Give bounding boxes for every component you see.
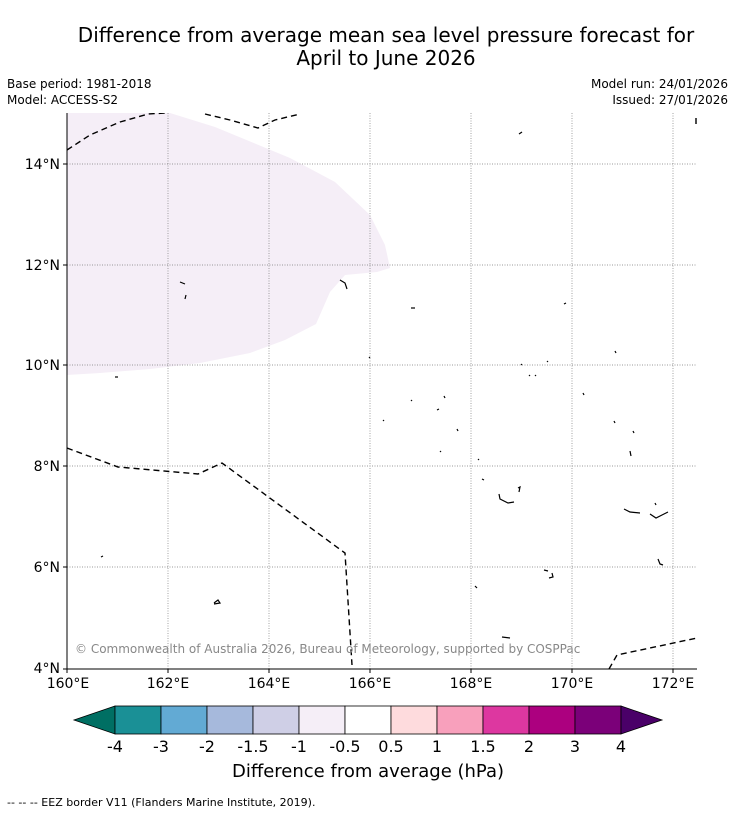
colorbar-segment [528,705,576,735]
island [520,360,549,366]
lat-label-10n: 10°N [25,358,60,374]
lon-label-168e: 168°E [450,676,493,692]
colorbar-label: 2 [523,737,535,756]
model-name: Model: ACCESS-S2 [7,93,119,107]
colorbar-extend-high [620,705,664,735]
island [410,399,440,411]
island [368,356,371,359]
island [213,599,222,605]
issued-date: Issued: 27/01/2026 [612,93,728,107]
lon-label-162e: 162°E [147,676,190,692]
island [623,508,669,519]
island [518,131,523,135]
island [528,374,537,377]
chart-title-line2: April to June 2026 [296,46,476,70]
lat-label-14n: 14°N [25,157,60,173]
lon-label-160e: 160°E [47,676,90,692]
colorbar-label: -2 [199,737,215,756]
lon-label-164e: 164°E [248,676,291,692]
colorbar-label: 1 [431,737,443,756]
colorbar-label: -0.5 [329,737,361,756]
colorbar-segment [482,705,530,735]
chart-title-line1: Difference from average mean sea level p… [77,23,695,47]
colorbar-label: 1.5 [470,737,496,756]
colorbar-segment [344,705,392,735]
island [179,281,187,300]
lat-label-8n: 8°N [34,459,60,475]
colorbar-segment [298,705,346,735]
metadata-right: Model run: 24/01/2026 Issued: 27/01/2026 [591,76,728,108]
island [339,279,348,290]
copyright-notice: © Commonwealth of Australia 2026, Bureau… [75,642,580,656]
island [474,585,478,589]
eez-borders [67,113,697,669]
island [477,458,485,481]
colorbar-label: 3 [569,737,581,756]
lon-label-172e: 172°E [652,676,695,692]
colorbar-segment [160,705,208,735]
eez-border-west [67,447,353,666]
island [614,350,617,354]
colorbar-label: -3 [153,737,169,756]
lat-label-6n: 6°N [34,560,60,576]
island [498,485,521,504]
island [443,392,585,399]
base-period: Base period: 1981-2018 [7,77,152,91]
island [543,569,554,579]
eez-border-north-2 [204,113,301,129]
pressure-anomaly-region [67,113,390,375]
lat-label-12n: 12°N [25,258,60,274]
model-run: Model run: 24/01/2026 [590,77,728,91]
colorbar-label: 0.5 [378,737,404,756]
island [563,302,567,305]
lon-label-166e: 166°E [349,676,392,692]
island [501,636,511,639]
metadata-left: Base period: 1981-2018 Model: ACCESS-S2 [7,76,152,108]
colorbar-title: Difference from average (hPa) [231,761,505,782]
eez-border-southeast [608,637,697,669]
island [654,502,657,506]
colorbar-extend-low [72,705,116,735]
lat-label-4n: 4°N [34,661,60,677]
colorbar-segment [206,705,254,735]
colorbar [72,705,664,735]
island [100,555,104,558]
colorbar-label: -4 [107,737,123,756]
island [382,419,635,434]
island [657,558,664,566]
eez-legend-note: -- -- -- EEZ border V11 (Flanders Marine… [7,796,316,809]
colorbar-label: -1.5 [237,737,269,756]
colorbar-segment [252,705,300,735]
tick-marks [63,163,674,673]
colorbar-segment [114,705,162,735]
islands [100,131,669,639]
colorbar-label: 4 [615,737,627,756]
colorbar-segment [390,705,438,735]
colorbar-segment [574,705,622,735]
lon-label-170e: 170°E [551,676,594,692]
island [439,428,632,457]
colorbar-label: -1 [291,737,307,756]
colorbar-segment [436,705,484,735]
eez-border-north [67,113,166,151]
